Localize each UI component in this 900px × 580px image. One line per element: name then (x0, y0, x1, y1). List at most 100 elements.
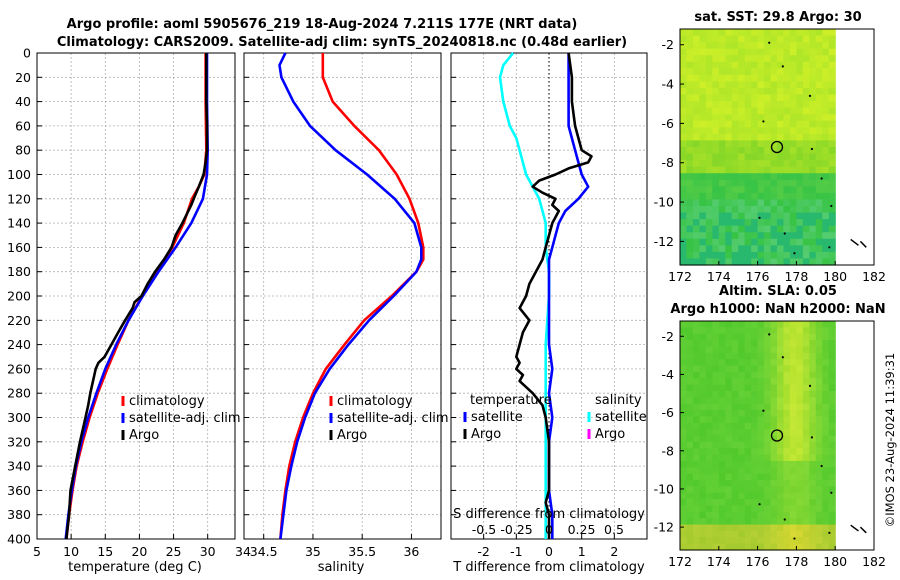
sla-cell (705, 543, 713, 551)
sst-cell (796, 74, 804, 83)
sla-cell (822, 384, 830, 392)
sla-cell (783, 448, 791, 456)
sla-cell (796, 505, 804, 513)
sla-cell (809, 327, 817, 335)
sla-cell (796, 460, 804, 468)
sst-cell (802, 206, 810, 214)
sst-cell (828, 232, 836, 240)
sla-cell (699, 530, 707, 538)
sla-cell (789, 416, 797, 424)
sla-cell (764, 486, 772, 494)
sst-cell (770, 107, 778, 115)
sla-cell (815, 429, 823, 437)
sst-cell (777, 245, 785, 253)
sla-cell (757, 371, 765, 379)
sst-cell (705, 35, 713, 43)
sla-cell (777, 448, 785, 456)
sst-cell (783, 186, 791, 194)
sla-cell (789, 340, 797, 348)
sst-cell (822, 219, 830, 227)
sst-cell (718, 147, 726, 155)
sst-cell (802, 166, 810, 174)
depth-tick-label: 220 (7, 313, 31, 328)
sst-cell (777, 127, 785, 135)
sla-cell (809, 467, 817, 475)
sst-cell (680, 88, 688, 96)
sst-cell (828, 147, 836, 155)
sla-cell (692, 390, 700, 398)
sla-cell (770, 397, 778, 405)
figure-title-line2: Climatology: CARS2009. Satellite-adj cli… (57, 35, 627, 50)
sst-cell (828, 29, 836, 37)
sla-cell (718, 537, 726, 545)
sla-cell (731, 403, 739, 411)
sla-cell (725, 505, 733, 513)
sst-ytick-label: -4 (662, 77, 675, 92)
sst-cell (738, 88, 746, 96)
sst-xtick-label: 172 (668, 269, 692, 284)
depth-tick-label: 240 (7, 337, 31, 352)
sst-cell (725, 133, 733, 142)
sla-cell (692, 448, 700, 456)
sst-cell (692, 35, 700, 43)
sla-cell (789, 327, 797, 335)
sst-cell (770, 147, 778, 155)
sst-cell (718, 81, 726, 89)
sst-cell (783, 29, 791, 37)
sla-cell (828, 359, 836, 367)
sla-cell (686, 340, 694, 348)
depth-tick-label: 280 (7, 386, 31, 401)
sst-cell (757, 225, 765, 233)
sst-map-panel: 172 174 176 178 180 182-2-4-6-8-10-12 (654, 28, 886, 284)
sst-cell (705, 179, 713, 187)
sst-land (859, 240, 867, 248)
sst-cell (738, 68, 746, 76)
sst-cell (738, 74, 746, 83)
sst-cell (809, 245, 817, 253)
sla-cell (705, 352, 713, 360)
sla-ytick-label: -6 (662, 405, 675, 420)
sla-cell (712, 403, 720, 411)
sla-cell (828, 448, 836, 456)
depth-tick-label: 340 (7, 459, 31, 474)
sst-cell (802, 42, 810, 50)
sla-cell (770, 422, 778, 430)
sla-cell (712, 486, 720, 494)
sla-cell (744, 441, 752, 449)
sla-cell (764, 429, 772, 437)
sst-cell (796, 68, 804, 76)
sla-cell (802, 454, 810, 462)
sst-cell (699, 68, 707, 76)
sla-cell (712, 327, 720, 335)
sla-cell (757, 505, 765, 513)
sla-cell (828, 537, 836, 545)
sst-cell (789, 173, 797, 181)
sst-cell (764, 35, 772, 43)
sst-cell (686, 55, 694, 63)
sst-cell (757, 206, 765, 214)
sla-cell (738, 492, 746, 500)
sla-cell (815, 448, 823, 456)
sla-cell (757, 543, 765, 551)
sst-cell (764, 94, 772, 102)
sst-cell (699, 35, 707, 43)
sla-cell (712, 410, 720, 418)
sst-cell (738, 81, 746, 89)
sla-cell (725, 441, 733, 449)
temperature-xlabel: temperature (deg C) (68, 560, 202, 575)
sla-cell (686, 410, 694, 418)
sst-cell (705, 42, 713, 50)
sla-cell (783, 346, 791, 354)
sla-cell (757, 410, 765, 418)
sst-cell (783, 35, 791, 43)
sst-cell (744, 68, 752, 76)
sla-cell (686, 371, 694, 379)
sst-island (783, 232, 786, 235)
sla-cell (680, 384, 688, 392)
sla-cell (725, 340, 733, 348)
sst-cell (789, 48, 797, 56)
sst-cell (802, 199, 810, 207)
sla-cell (692, 340, 700, 348)
sla-cell (822, 441, 830, 449)
sst-cell (692, 61, 700, 69)
